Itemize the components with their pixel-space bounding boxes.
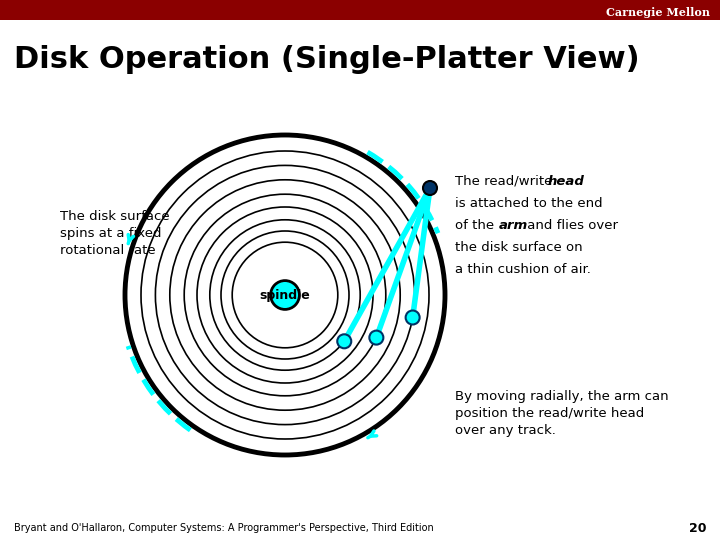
Text: is attached to the end: is attached to the end (455, 197, 603, 210)
Circle shape (423, 181, 437, 195)
Text: of the: of the (455, 219, 498, 232)
Text: the disk surface on: the disk surface on (455, 241, 582, 254)
Text: arm: arm (499, 219, 528, 232)
Text: and flies over: and flies over (523, 219, 618, 232)
Circle shape (337, 334, 351, 348)
Text: spindle: spindle (260, 288, 310, 301)
Text: head: head (548, 175, 585, 188)
Circle shape (271, 281, 300, 309)
Text: Carnegie Mellon: Carnegie Mellon (606, 8, 710, 18)
Text: a thin cushion of air.: a thin cushion of air. (455, 263, 591, 276)
Text: The read/write: The read/write (455, 175, 557, 188)
Text: Bryant and O'Hallaron, Computer Systems: A Programmer's Perspective, Third Editi: Bryant and O'Hallaron, Computer Systems:… (14, 523, 433, 533)
Text: 20: 20 (688, 522, 706, 535)
Circle shape (405, 310, 420, 325)
Bar (0, 0, 720, 20)
Text: The disk surface
spins at a fixed
rotational rate: The disk surface spins at a fixed rotati… (60, 210, 170, 257)
Circle shape (369, 330, 383, 345)
Text: Disk Operation (Single-Platter View): Disk Operation (Single-Platter View) (14, 45, 639, 75)
Text: By moving radially, the arm can
position the read/write head
over any track.: By moving radially, the arm can position… (455, 390, 669, 437)
